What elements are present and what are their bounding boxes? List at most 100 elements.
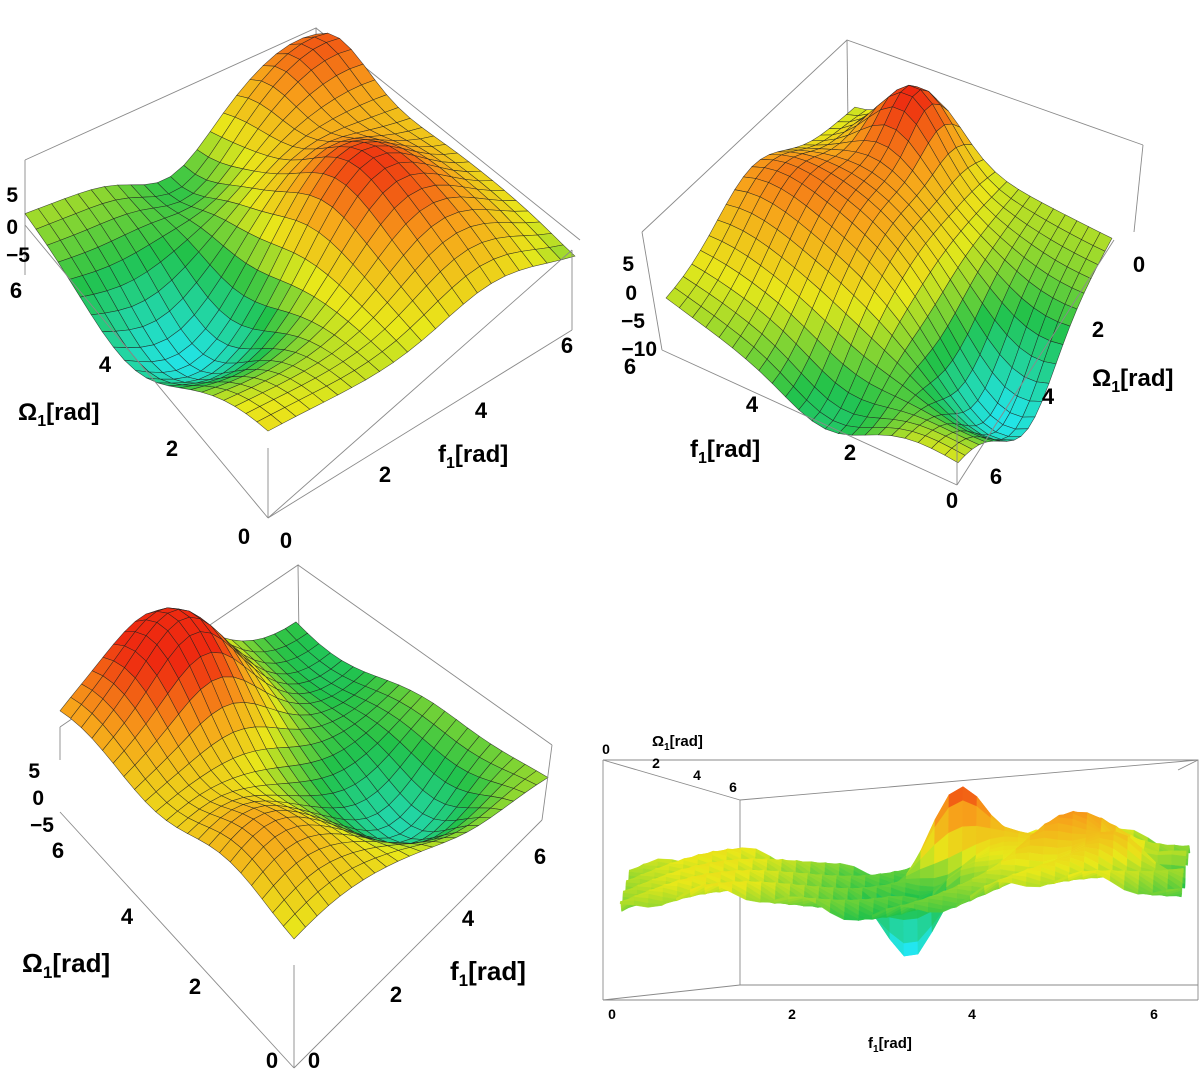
panel2-y-tick: 4 — [1042, 384, 1055, 409]
panel2-x-axis-label: f1[rad] — [690, 436, 760, 467]
panel-bottom-left: 5 0 −5 6 4 2 0 0 2 4 6 Ω1[rad] f1[rad] — [22, 564, 553, 1073]
panel1-z-tick: −5 — [6, 244, 30, 267]
panel3-surface — [59, 607, 549, 940]
panel1-y-axis-sub: 1 — [37, 413, 46, 430]
panel4-x-axis-unit: [rad] — [879, 1035, 912, 1052]
panel1-surface — [24, 32, 576, 432]
panel3-y-tick: 6 — [52, 838, 64, 863]
panel4-y-axis-unit: [rad] — [670, 733, 703, 750]
panel3-y-ticks: 6 4 2 0 — [52, 838, 278, 1073]
panel1-y-axis-unit: [rad] — [46, 399, 99, 426]
panel4-x-tick: 2 — [788, 1006, 796, 1022]
panel3-x-tick: 2 — [390, 982, 402, 1007]
panel2-y-axis-sub: 1 — [1111, 379, 1120, 396]
panel3-x-tick: 4 — [462, 906, 475, 931]
panel3-x-axis-label: f1[rad] — [450, 956, 526, 990]
panel4-box-back — [602, 759, 1199, 1000]
surface-patch — [903, 918, 919, 944]
panel1-y-axis-label: Ω1[rad] — [18, 399, 100, 430]
panel2-x-tick: 0 — [946, 488, 958, 513]
panel4-y-tick: 6 — [729, 779, 737, 795]
panel2-y-axis-symbol: Ω — [1092, 365, 1111, 392]
panel4-x-ticks: 0 2 4 6 — [608, 1006, 1158, 1022]
panel4-x-tick: 6 — [1150, 1006, 1158, 1022]
surface-patch — [1165, 888, 1181, 893]
panel3-z-tick: 5 — [28, 760, 40, 783]
panel1-x-ticks: 0 2 4 6 — [280, 333, 573, 553]
panel2-surface — [665, 84, 1113, 464]
panel4-x-axis-sub: 1 — [873, 1044, 879, 1055]
panel4-y-tick: 2 — [652, 755, 660, 771]
panel2-z-tick: −10 — [621, 338, 657, 361]
panel2-x-ticks: 6 4 2 0 — [624, 354, 958, 513]
panel3-z-tick: 0 — [32, 787, 44, 810]
panel2-x-tick: 6 — [624, 354, 636, 379]
panel2-y-tick: 6 — [990, 464, 1002, 489]
panel3-y-axis-symbol: Ω — [22, 948, 43, 978]
panel1-x-tick: 2 — [379, 462, 391, 487]
panel2-y-ticks: 0 2 4 6 — [990, 252, 1145, 489]
panel-bottom-right: 0 2 4 6 Ω1[rad] 0 2 4 6 f1[rad] — [602, 733, 1199, 1055]
panel1-x-tick: 4 — [475, 398, 488, 423]
panel1-x-axis-unit: [rad] — [455, 441, 508, 468]
panel3-y-tick: 2 — [189, 974, 201, 999]
panel2-x-axis-unit: [rad] — [707, 436, 760, 463]
panel4-surface — [619, 786, 1191, 957]
panel3-x-ticks: 0 2 4 6 — [308, 844, 546, 1073]
panel4-y-axis-sub: 1 — [664, 742, 670, 753]
panel3-z-tick: −5 — [30, 814, 54, 837]
surface-patch — [1043, 846, 1059, 856]
panel2-y-tick: 0 — [1133, 252, 1145, 277]
panel1-x-axis-sub: 1 — [446, 455, 455, 472]
panel1-x-axis-symbol: f — [438, 441, 447, 468]
panel2-x-axis-sub: 1 — [698, 450, 707, 467]
panel1-y-axis-symbol: Ω — [18, 399, 37, 426]
panel1-y-tick: 2 — [166, 436, 178, 461]
panel2-z-ticks: 5 0 −5 −10 — [621, 253, 657, 361]
panel2-x-tick: 4 — [746, 392, 759, 417]
panel4-x-axis-label: f1[rad] — [868, 1035, 912, 1055]
panel4-y-axis-symbol: Ω — [652, 733, 664, 750]
panel3-z-ticks: 5 0 −5 — [28, 760, 54, 837]
panel2-y-axis-label: Ω1[rad] — [1092, 365, 1174, 396]
panel3-box-front — [59, 744, 553, 1069]
panel2-box-front — [641, 231, 1115, 486]
panel1-y-tick: 0 — [238, 524, 250, 549]
panel1-z-ticks: 5 0 −5 — [6, 184, 30, 267]
panel4-x-tick: 4 — [968, 1006, 976, 1022]
panel4-y-tick: 0 — [602, 741, 610, 757]
surface-patch — [256, 414, 283, 432]
panel2-x-axis-symbol: f — [690, 436, 699, 463]
panel2-z-tick: −5 — [621, 310, 645, 333]
panel4-x-axis-symbol: f — [868, 1035, 874, 1052]
panel4-y-axis-label: Ω1[rad] — [652, 733, 703, 753]
panel3-y-axis-label: Ω1[rad] — [22, 948, 110, 982]
surface-patch — [919, 885, 935, 892]
surface-patch — [1171, 854, 1187, 867]
panel3-x-tick: 6 — [534, 844, 546, 869]
panel4-box-front — [602, 760, 1198, 1001]
surface-patch — [1003, 836, 1019, 843]
panel4-y-ticks: 0 2 4 6 — [602, 741, 737, 795]
panel4-y-tick: 4 — [693, 767, 701, 783]
panel1-x-tick: 6 — [561, 333, 573, 358]
panel3-x-tick: 0 — [308, 1048, 320, 1073]
panel3-x-axis-symbol: f — [450, 956, 459, 986]
panel2-y-axis-unit: [rad] — [1120, 365, 1173, 392]
surface-patch — [919, 878, 935, 888]
panel-top-left: 5 0 −5 6 4 2 0 0 2 4 6 Ω1[rad] f1[rad] — [6, 27, 581, 553]
panel1-x-axis-label: f1[rad] — [438, 441, 508, 472]
panel1-z-tick: 5 — [6, 184, 18, 207]
surface-patch — [944, 447, 966, 464]
panel3-x-axis-sub: 1 — [459, 971, 468, 990]
surface-patch — [903, 941, 919, 957]
panel4-x-tick: 0 — [608, 1006, 616, 1022]
panel3-y-axis-unit: [rad] — [52, 948, 110, 978]
panel1-z-tick: 0 — [6, 216, 18, 239]
panel2-z-tick: 5 — [622, 253, 634, 276]
panel3-x-axis-unit: [rad] — [468, 956, 526, 986]
panel2-z-tick: 0 — [625, 282, 637, 305]
panel3-y-axis-sub: 1 — [43, 963, 52, 982]
panel2-y-tick: 2 — [1092, 317, 1104, 342]
